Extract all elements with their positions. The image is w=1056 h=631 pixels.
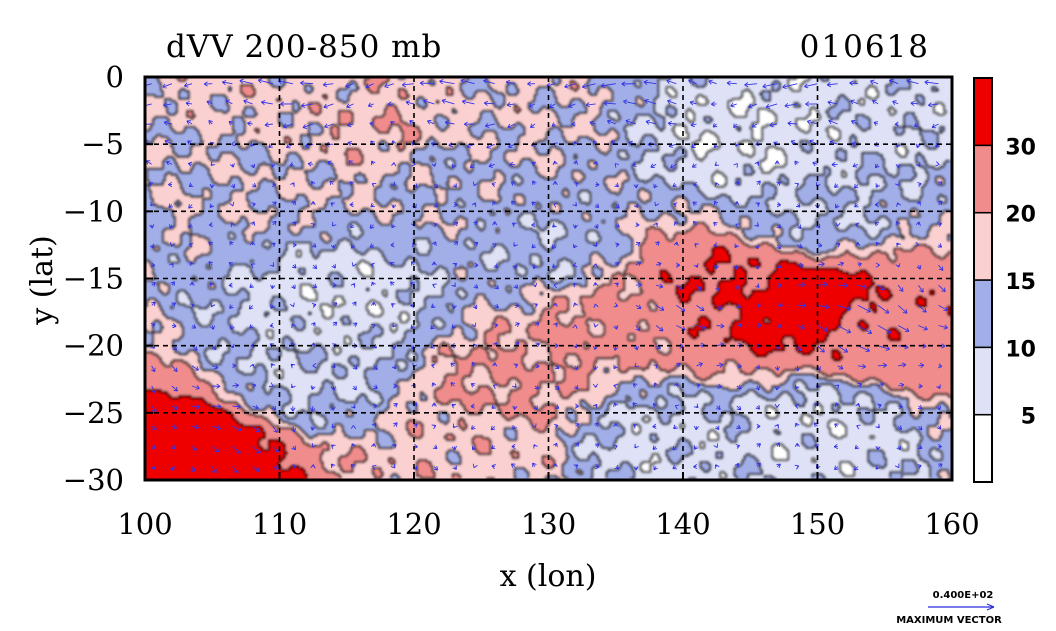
colorbar-label: 5	[1021, 405, 1036, 430]
y-tick-label: −30	[63, 463, 124, 497]
y-tick-label: −15	[63, 262, 124, 296]
y-axis-label: y (lat)	[25, 235, 60, 325]
x-tick-label: 130	[521, 507, 576, 541]
colorbar-label: 15	[1005, 270, 1036, 295]
y-tick-label: −10	[63, 194, 124, 228]
colorbar-band	[973, 77, 993, 147]
chart-title: dVV 200-850 mb	[166, 29, 442, 65]
colorbar-band	[973, 279, 993, 349]
y-tick-label: −25	[63, 396, 124, 430]
colorbar-band	[973, 211, 993, 281]
colorbar-band	[973, 413, 993, 483]
grid-lines	[145, 77, 952, 480]
reference-vector: 0.400E+02 MAXIMUM VECTOR	[896, 590, 1002, 626]
colorbar-label: 10	[1005, 337, 1036, 362]
x-tick-label: 120	[386, 507, 441, 541]
reference-vector-caption: MAXIMUM VECTOR	[896, 615, 1002, 626]
date-label: 010618	[800, 29, 930, 65]
x-tick-label: 100	[117, 507, 172, 541]
x-tick-label: 110	[252, 507, 307, 541]
x-tick-label: 160	[924, 507, 979, 541]
y-tick-label: −20	[63, 329, 124, 363]
x-tick-label: 150	[790, 507, 845, 541]
colorbar-label: 30	[1005, 135, 1036, 160]
y-axis: 0 −5 −10 −15 −20 −25 −30	[63, 60, 153, 497]
reference-vector-arrowhead	[986, 603, 995, 611]
colorbar-frame	[973, 77, 993, 483]
y-tick-label: 0	[106, 60, 124, 94]
reference-vector-value: 0.400E+02	[933, 590, 994, 601]
x-tick-label: 140	[655, 507, 710, 541]
y-tick-label: −5	[81, 127, 124, 161]
colorbar-band	[973, 346, 993, 416]
plot-area	[143, 75, 954, 482]
x-axis: 100 110 120 130 140 150 160	[117, 472, 980, 541]
x-axis-label: x (lon)	[500, 559, 597, 594]
colorbar-band	[973, 144, 993, 214]
colorbar: 5 10 15 20 30	[973, 77, 1036, 483]
colorbar-label: 20	[1005, 203, 1036, 228]
